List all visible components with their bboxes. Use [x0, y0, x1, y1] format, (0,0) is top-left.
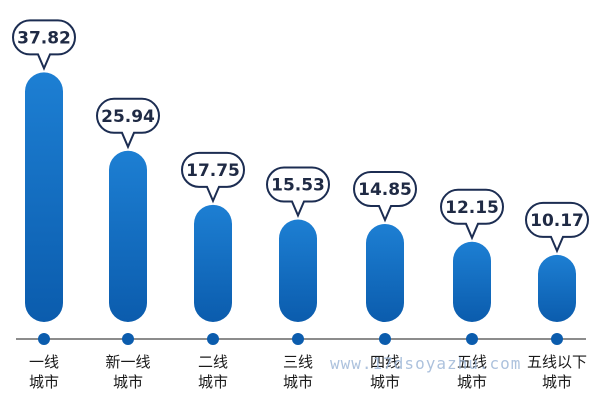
- data-label: 10.17: [530, 211, 584, 231]
- value-callout: [12, 19, 76, 71]
- data-label: 12.15: [445, 198, 499, 218]
- category-label-line: 新一线: [105, 353, 151, 371]
- category-label-line: 城市: [456, 373, 487, 391]
- category-label-line: 二线: [197, 353, 228, 371]
- axis-dot: [466, 333, 478, 345]
- category-label-line: 五线: [456, 353, 487, 371]
- category-label-line: 五线以下: [526, 353, 587, 371]
- category-label: 新一线 城市: [88, 352, 168, 392]
- bar: [279, 219, 317, 322]
- category-label-line: 城市: [282, 373, 313, 391]
- value-callout: [96, 97, 160, 150]
- category-label: 三线 城市: [258, 352, 338, 392]
- bar: [194, 204, 232, 322]
- category-label-line: 城市: [197, 373, 228, 391]
- bar: [25, 72, 63, 322]
- axis-dot: [379, 333, 391, 345]
- bar: [366, 223, 404, 322]
- category-label-line: 城市: [369, 373, 400, 391]
- data-label: 14.85: [358, 180, 412, 200]
- category-label: 一线 城市: [4, 352, 84, 392]
- category-label-line: 三线: [282, 353, 313, 371]
- category-label-line: 城市: [28, 373, 59, 391]
- data-label: 15.53: [271, 176, 325, 196]
- axis-dot: [207, 333, 219, 345]
- watermark-text: www.17dsoyazhu.com: [330, 354, 522, 373]
- category-label: 二线 城市: [173, 352, 253, 392]
- axis-dot: [551, 333, 563, 345]
- data-label: 37.82: [17, 28, 71, 48]
- bar: [453, 241, 491, 322]
- value-callout: [181, 151, 245, 204]
- value-callout: [525, 201, 589, 254]
- value-callout: [440, 188, 504, 241]
- category-label-line: 一线: [28, 353, 59, 371]
- category-label-line: 四线: [369, 353, 400, 371]
- category-label: 五线以下 城市: [517, 352, 597, 392]
- bar: [109, 150, 147, 322]
- axis-dot: [122, 333, 134, 345]
- value-callout: [353, 170, 417, 223]
- category-label: 四线 城市: [345, 352, 425, 392]
- category-label-line: 城市: [541, 373, 572, 391]
- axis-dot: [292, 333, 304, 345]
- category-label: 五线 城市: [432, 352, 512, 392]
- bar: [538, 254, 576, 322]
- value-callout: [266, 166, 330, 219]
- axis-dot: [38, 333, 50, 345]
- category-label-line: 城市: [112, 373, 143, 391]
- data-label: 17.75: [186, 161, 240, 181]
- data-label: 25.94: [101, 107, 155, 127]
